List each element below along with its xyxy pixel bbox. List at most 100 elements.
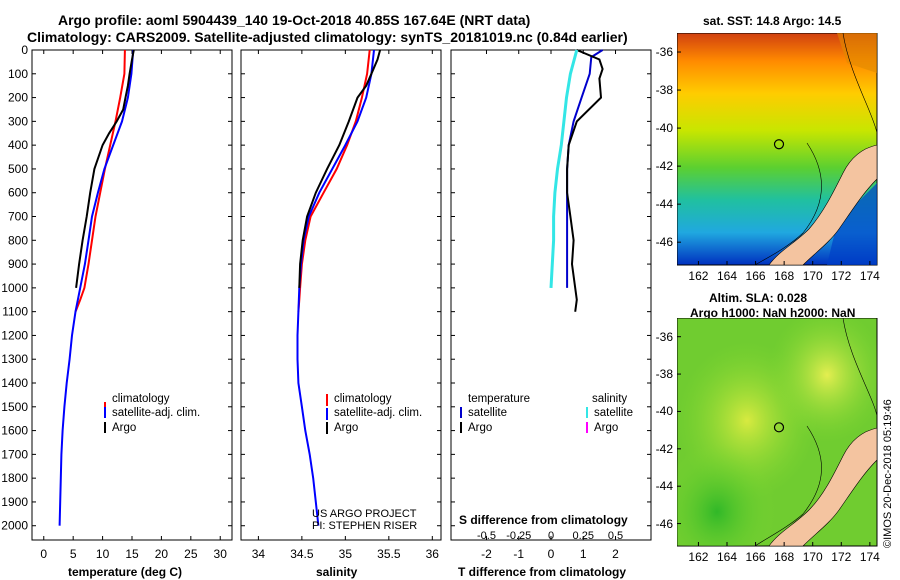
map-lon-label: 168 — [774, 550, 794, 564]
series-line-temperature-argo — [566, 49, 604, 312]
x-tick-label: -2 — [481, 547, 492, 561]
x-tick-label: 30 — [214, 547, 228, 561]
map-lat-label: -36 — [655, 329, 673, 344]
depth-tick-label: 200 — [8, 91, 28, 105]
salinity-xlabel: salinity — [316, 565, 358, 579]
depth-tick-label: 1700 — [1, 447, 28, 461]
map-lat-label: -44 — [655, 479, 673, 494]
map-lon-label: 174 — [860, 550, 880, 564]
map-lon-label: 172 — [831, 550, 851, 564]
series-line-argo — [298, 49, 382, 288]
x-tick-label: 34 — [252, 547, 266, 561]
legend-t-argo-label: Argo — [468, 422, 492, 434]
depth-tick-label: 100 — [8, 67, 28, 81]
s-tick-label: 0 — [548, 530, 554, 542]
depth-tick-label: 700 — [8, 210, 28, 224]
sst-isobath — [754, 142, 822, 266]
map-lat-label: -42 — [655, 159, 673, 174]
x-tick-label: 35 — [339, 547, 353, 561]
depth-tick-label: 2000 — [1, 519, 28, 533]
x-tick-label: 10 — [96, 547, 110, 561]
t-difference-xlabel: T difference from climatology — [458, 565, 626, 579]
depth-tick-label: 800 — [8, 233, 28, 247]
series-line-salinity-satellite — [549, 49, 579, 288]
map-lon-label: 170 — [803, 269, 823, 283]
temperature-panel — [31, 49, 233, 541]
legend-climatology-label: climatology — [334, 393, 392, 405]
x-tick-label: 20 — [155, 547, 169, 561]
depth-tick-label: 300 — [8, 114, 28, 128]
climatology-title: Climatology: CARS2009. Satellite-adjuste… — [27, 29, 628, 45]
legend-s-satellite-label: satellite — [594, 407, 633, 419]
sla-map: 162 164 166 168 170 172 174 — [677, 318, 880, 564]
sla-isobath — [754, 425, 822, 547]
sla-map-subtitle: Argo h1000: NaN h2000: NaN — [690, 306, 856, 320]
legend-satellite-label: satellite-adj. clim. — [334, 407, 422, 419]
depth-tick-label: 1000 — [1, 281, 28, 295]
project-pi: PI: STEPHEN RISER — [312, 520, 417, 532]
legend-t-header: temperature — [468, 393, 530, 405]
map-lon-label: 162 — [688, 269, 708, 283]
x-tick-label: 15 — [125, 547, 139, 561]
map-lat-label: -38 — [655, 83, 673, 98]
map-lon-label: 166 — [746, 550, 766, 564]
sst-land-new-zealand — [768, 144, 878, 266]
depth-tick-label: 1200 — [1, 328, 28, 342]
s-difference-label: S difference from climatology — [459, 513, 628, 527]
x-tick-label: 2 — [612, 547, 619, 561]
x-tick-label: 0 — [548, 547, 555, 561]
sla-map-title: Altim. SLA: 0.028 — [709, 291, 808, 305]
x-tick-label: 0 — [40, 547, 47, 561]
project-name: US ARGO PROJECT — [312, 508, 417, 520]
depth-tick-label: 500 — [8, 162, 28, 176]
series-line-climatology — [74, 49, 126, 313]
legend-s-header: salinity — [592, 393, 627, 405]
x-tick-label: 5 — [70, 547, 77, 561]
sla-isobath — [842, 318, 878, 417]
legend-satellite-label: satellite-adj. clim. — [112, 407, 200, 419]
map-lon-label: 162 — [688, 550, 708, 564]
sst-map-title: sat. SST: 14.8 Argo: 14.5 — [703, 14, 842, 28]
depth-tick-label: 1600 — [1, 424, 28, 438]
depth-tick-label: 1400 — [1, 376, 28, 390]
sla-argo-location-marker — [773, 422, 785, 433]
depth-tick-label: 1900 — [1, 495, 28, 509]
x-tick-label: 1 — [580, 547, 587, 561]
s-tick-label: 0.5 — [608, 530, 623, 542]
temperature-xlabel: temperature (deg C) — [68, 565, 182, 579]
legend-t-satellite-label: satellite — [468, 407, 507, 419]
legend-argo-label: Argo — [334, 422, 358, 434]
depth-tick-label: 400 — [8, 138, 28, 152]
depth-tick-label: 1300 — [1, 352, 28, 366]
map-lat-label: -36 — [655, 45, 673, 60]
depth-tick-label: 1100 — [2, 305, 28, 319]
map-lon-label: 172 — [831, 269, 851, 283]
map-lon-label: 168 — [774, 269, 794, 283]
map-lat-label: -40 — [655, 404, 673, 419]
depth-tick-label: 1800 — [1, 471, 28, 485]
x-tick-label: 35.5 — [377, 547, 401, 561]
map-lat-label: -42 — [655, 441, 673, 456]
depth-tick-label: 900 — [8, 257, 28, 271]
map-lon-label: 166 — [746, 269, 766, 283]
sst-cold-patch — [827, 183, 877, 265]
map-lon-label: 164 — [717, 550, 737, 564]
map-lat-label: -38 — [655, 367, 673, 382]
sla-land-new-zealand — [768, 427, 878, 547]
x-tick-label: 34.5 — [290, 547, 314, 561]
sst-argo-location-marker — [773, 139, 785, 150]
map-lon-label: 164 — [717, 269, 737, 283]
map-lat-label: -46 — [655, 235, 673, 250]
difference-panel — [450, 49, 652, 541]
x-tick-label: -1 — [513, 547, 524, 561]
s-tick-label: -0.5 — [477, 530, 496, 542]
salinity-panel — [240, 49, 442, 541]
legend-argo-label: Argo — [112, 422, 136, 434]
series-line-argo — [75, 49, 135, 289]
s-tick-label: 0.25 — [573, 530, 594, 542]
profile-title: Argo profile: aoml 5904439_140 19-Oct-20… — [58, 12, 531, 28]
profile-plots: 0 5 10 15 20 25 300100200300400500600700800900… — [1, 43, 652, 579]
sst-isobath — [842, 33, 878, 134]
x-tick-label: 36 — [426, 547, 440, 561]
map-lon-label: 170 — [803, 550, 823, 564]
